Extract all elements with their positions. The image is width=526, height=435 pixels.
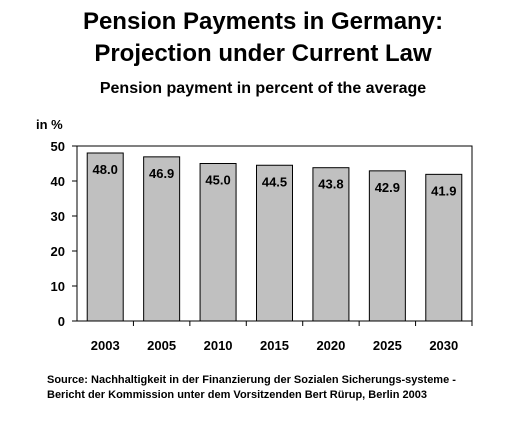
bar <box>368 170 406 322</box>
chart-subtitle: Pension payment in percent of the averag… <box>99 80 427 97</box>
bar <box>143 156 181 322</box>
x-tick-label: 2025 <box>373 338 402 353</box>
x-tick-label: 2030 <box>429 338 458 353</box>
y-tick-label: 40 <box>51 174 65 189</box>
bar <box>86 152 124 322</box>
y-axis-label: in % <box>36 117 63 132</box>
data-label: 42.9 <box>375 180 400 195</box>
data-label: 45.0 <box>205 173 230 188</box>
chart-title-line-2: Projection under Current Law <box>94 40 432 67</box>
bar <box>312 167 350 322</box>
source-note: Source: Nachhaltigkeit in der Finanzieru… <box>47 374 456 401</box>
chart-title-line-1: Pension Payments in Germany: <box>82 8 444 35</box>
x-tick-label: 2003 <box>91 338 120 353</box>
data-label: 44.5 <box>262 174 287 189</box>
data-label: 41.9 <box>431 183 456 198</box>
y-tick-label: 20 <box>51 244 65 259</box>
x-tick-label: 2015 <box>260 338 289 353</box>
x-tick-label: 2005 <box>147 338 176 353</box>
x-tick-label: 2010 <box>204 338 233 353</box>
bar <box>425 173 463 322</box>
x-tick-label: 2020 <box>316 338 345 353</box>
y-tick-label: 0 <box>58 314 65 329</box>
y-tick-label: 50 <box>51 139 65 154</box>
y-tick-label: 10 <box>51 279 65 294</box>
bar <box>256 164 293 322</box>
bar <box>199 163 237 322</box>
y-tick-label: 30 <box>51 209 65 224</box>
data-label: 46.9 <box>149 166 174 181</box>
data-label: 48.0 <box>93 162 118 177</box>
data-label: 43.8 <box>318 177 343 192</box>
